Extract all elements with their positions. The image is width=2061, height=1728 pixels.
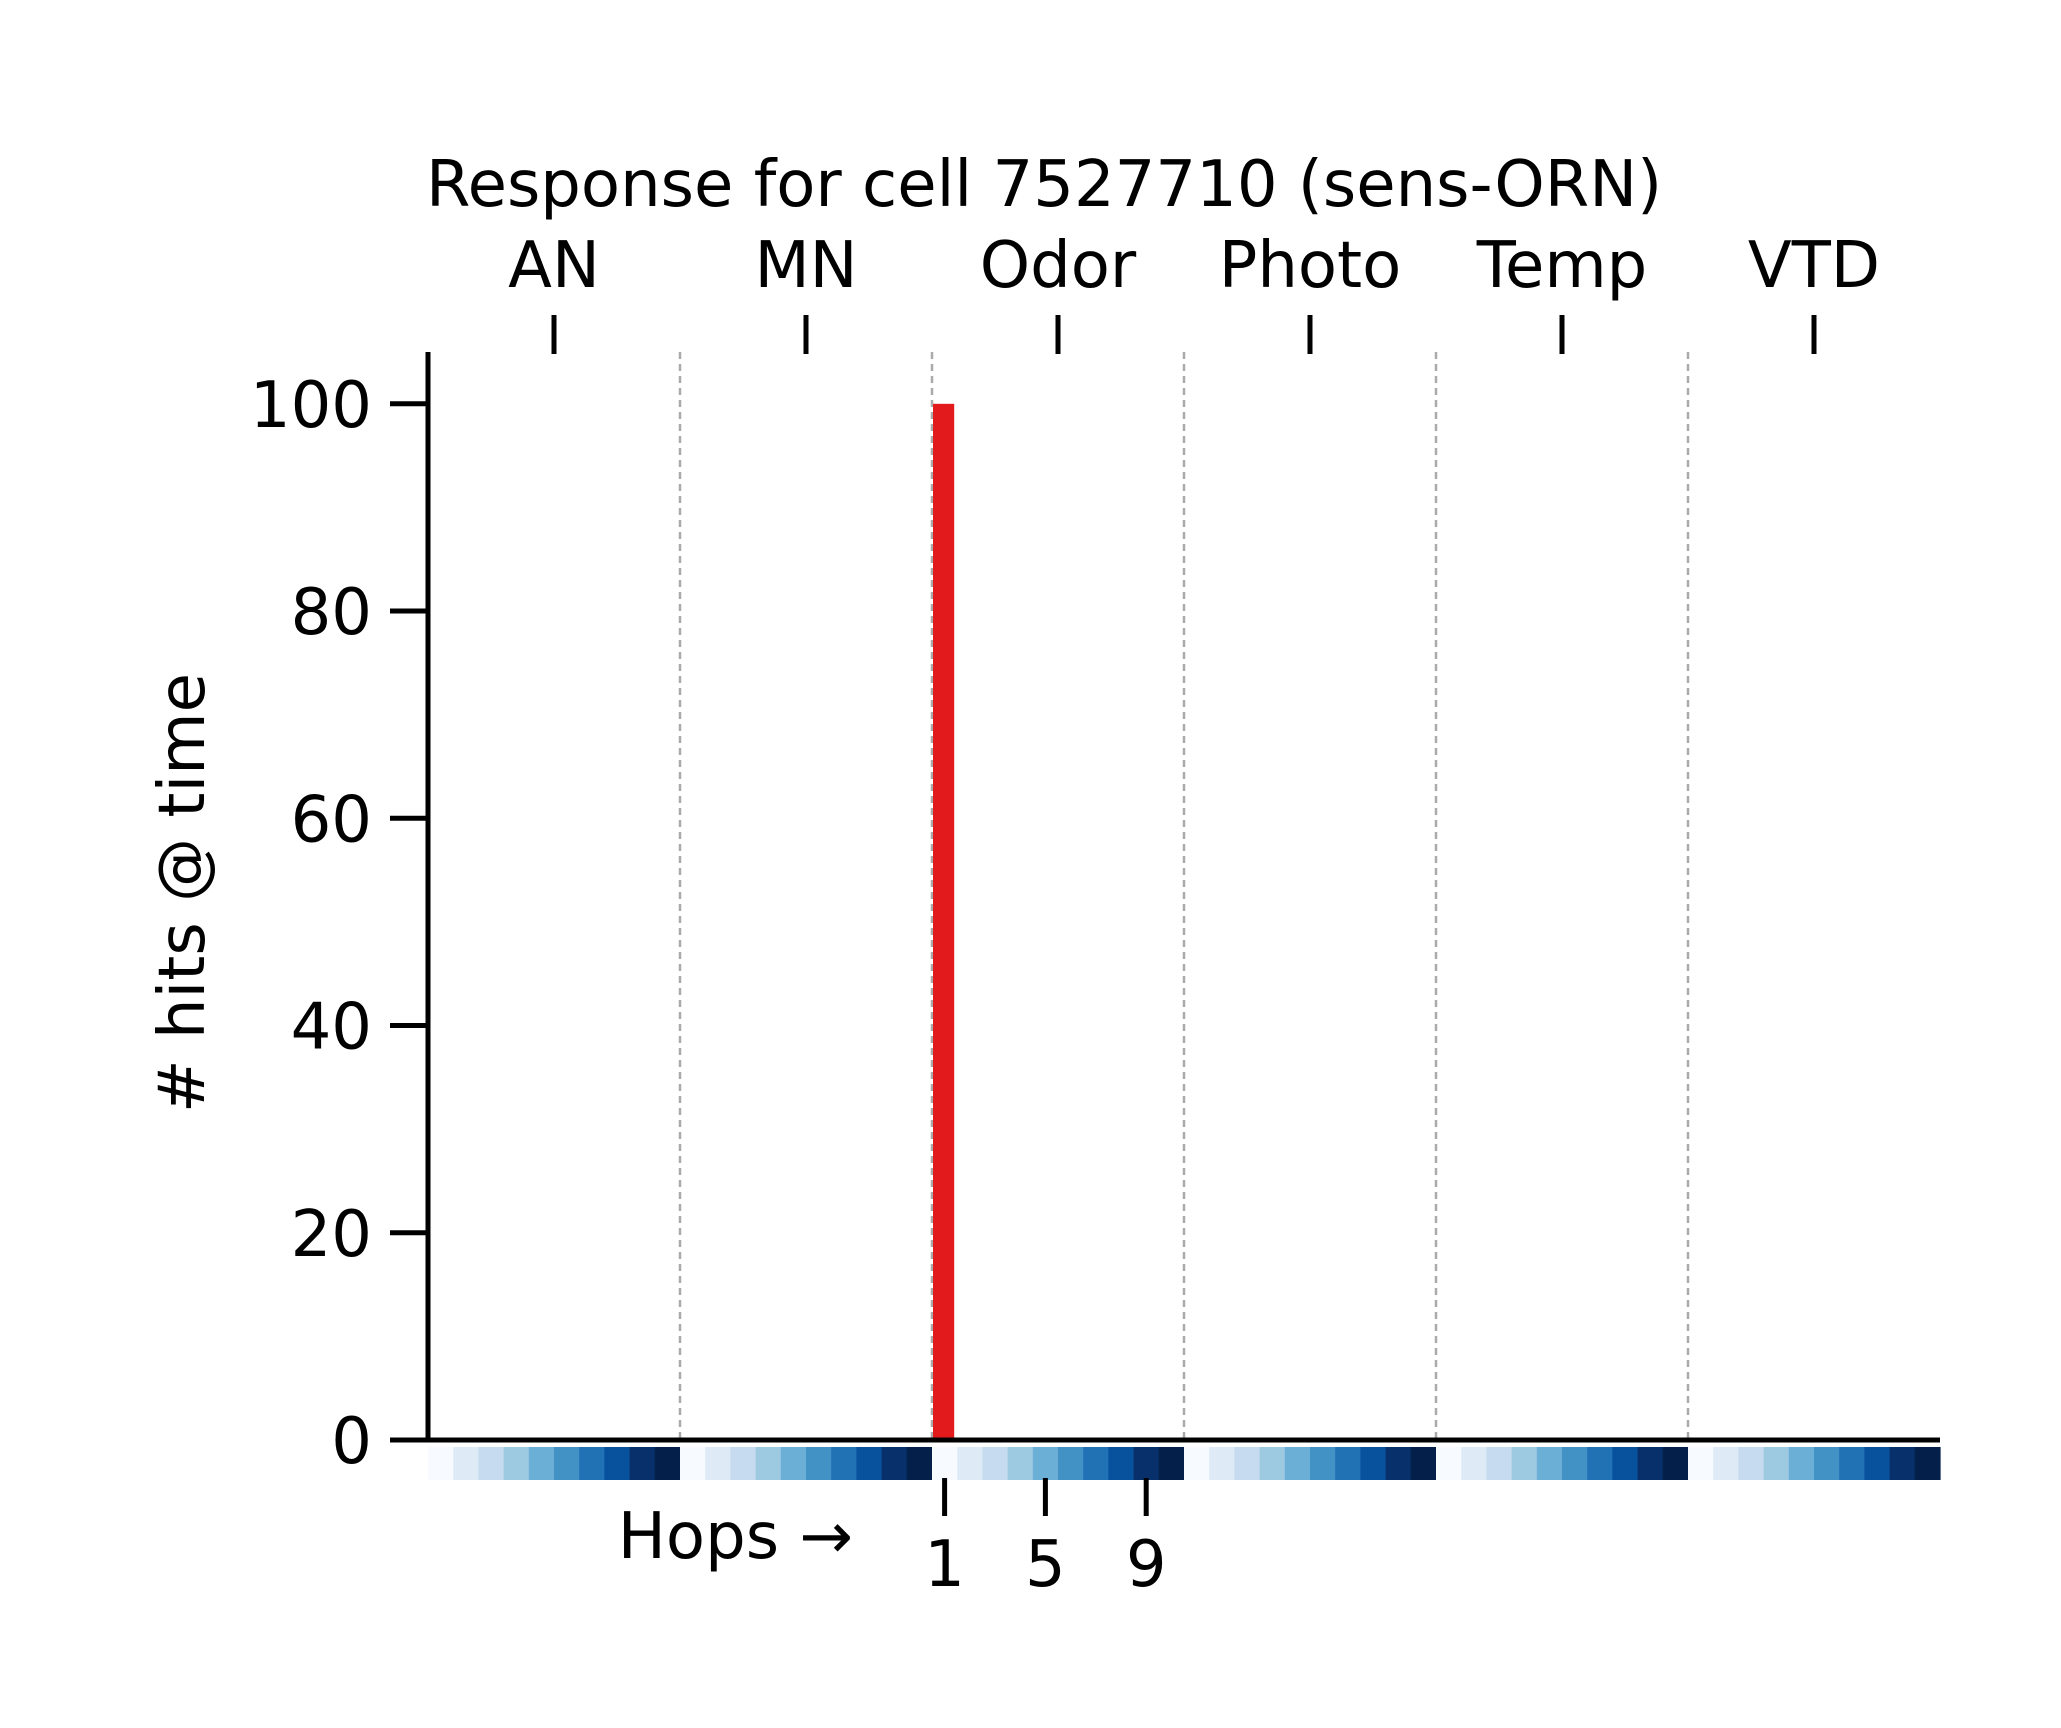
hop-color-cell xyxy=(957,1447,983,1480)
hop-color-cell xyxy=(881,1447,908,1480)
hop-color-cell xyxy=(629,1447,656,1480)
hop-color-cell xyxy=(1738,1447,1765,1480)
hop-color-cell xyxy=(1284,1447,1311,1480)
hop-color-cell xyxy=(1536,1447,1563,1480)
hop-color-cell xyxy=(1108,1447,1135,1480)
hop-color-cell xyxy=(1234,1447,1261,1480)
group-tick-label: VTD xyxy=(1748,229,1880,303)
hop-color-cell xyxy=(1637,1447,1664,1480)
hop-color-cell xyxy=(730,1447,757,1480)
bar xyxy=(933,403,955,1440)
hop-color-cell xyxy=(1688,1447,1714,1480)
hop-color-cell xyxy=(1259,1447,1286,1480)
hop-tick-label: 9 xyxy=(1126,1528,1167,1602)
hop-color-cell xyxy=(1133,1447,1160,1480)
hop-color-cell xyxy=(554,1447,580,1480)
hop-color-cell xyxy=(1360,1447,1387,1480)
hop-color-cell xyxy=(1914,1447,1941,1480)
hop-color-cell xyxy=(1889,1447,1916,1480)
hop-color-cell xyxy=(1511,1447,1538,1480)
hop-color-cell xyxy=(906,1447,933,1480)
hop-color-cell xyxy=(1032,1447,1059,1480)
group-separators xyxy=(678,352,1690,1440)
hop-color-cell xyxy=(528,1447,555,1480)
hop-color-cell xyxy=(478,1447,505,1480)
hops-label: Hops → xyxy=(618,1500,853,1574)
hop-color-cell xyxy=(780,1447,807,1480)
hop-color-cell xyxy=(1461,1447,1487,1480)
chart-title: Response for cell 7527710 (sens-ORN) xyxy=(426,148,1662,222)
group-ticks: AN MN Odor Photo Temp VTD xyxy=(508,229,1880,354)
hop-tick-label: 5 xyxy=(1025,1528,1066,1602)
hop-color-cell xyxy=(1058,1447,1084,1480)
hop-color-cell xyxy=(1158,1447,1185,1480)
hop-color-cell xyxy=(1788,1447,1815,1480)
hop-color-cell xyxy=(1839,1447,1865,1480)
hop-color-cell xyxy=(1612,1447,1639,1480)
group-tick-label: MN xyxy=(754,229,857,303)
y-axis-label: # hits @ time xyxy=(146,673,220,1113)
hop-color-cell xyxy=(453,1447,479,1480)
hop-color-cell xyxy=(1007,1447,1034,1480)
hop-colorbar xyxy=(428,1447,1941,1480)
hop-color-cell xyxy=(932,1447,958,1480)
hop-color-cell xyxy=(1436,1447,1462,1480)
bars xyxy=(933,403,955,1440)
hop-color-cell xyxy=(705,1447,731,1480)
hop-color-cell xyxy=(1814,1447,1840,1480)
hop-color-cell xyxy=(1184,1447,1210,1480)
y-tick-label: 80 xyxy=(291,576,372,650)
y-ticks: 0 20 40 60 80 100 xyxy=(250,369,428,1479)
group-tick-label: Odor xyxy=(980,229,1137,303)
hop-color-cell xyxy=(1083,1447,1109,1480)
hop-color-cell xyxy=(579,1447,605,1480)
hop-color-cell xyxy=(680,1447,706,1480)
hop-color-cell xyxy=(1209,1447,1235,1480)
hop-color-cell xyxy=(1864,1447,1891,1480)
hop-color-cell xyxy=(1713,1447,1739,1480)
hop-color-cell xyxy=(1486,1447,1513,1480)
hop-color-cell xyxy=(503,1447,530,1480)
hop-color-cell xyxy=(1662,1447,1689,1480)
y-tick-label: 100 xyxy=(250,369,372,443)
y-tick-label: 40 xyxy=(291,991,372,1065)
hop-color-cell xyxy=(1335,1447,1361,1480)
axes xyxy=(425,352,1940,1443)
hop-color-cell xyxy=(831,1447,857,1480)
hop-color-cell xyxy=(1587,1447,1613,1480)
hop-color-cell xyxy=(1310,1447,1336,1480)
hop-color-cell xyxy=(604,1447,631,1480)
group-tick-label: Temp xyxy=(1476,229,1648,303)
y-tick-label: 20 xyxy=(291,1198,372,1272)
hop-color-cell xyxy=(856,1447,883,1480)
y-tick-label: 0 xyxy=(331,1405,372,1479)
hop-color-cell xyxy=(1410,1447,1437,1480)
hop-color-cell xyxy=(982,1447,1009,1480)
hop-color-cell xyxy=(755,1447,782,1480)
hop-color-cell xyxy=(428,1447,454,1480)
hop-color-cell xyxy=(1385,1447,1412,1480)
group-tick-label: AN xyxy=(508,229,600,303)
hop-tick-label: 1 xyxy=(924,1528,965,1602)
group-tick-label: Photo xyxy=(1219,229,1402,303)
hop-color-cell xyxy=(806,1447,832,1480)
hop-color-cell xyxy=(1763,1447,1790,1480)
y-tick-label: 60 xyxy=(291,783,372,857)
hop-color-cell xyxy=(654,1447,681,1480)
hop-color-cell xyxy=(1562,1447,1588,1480)
